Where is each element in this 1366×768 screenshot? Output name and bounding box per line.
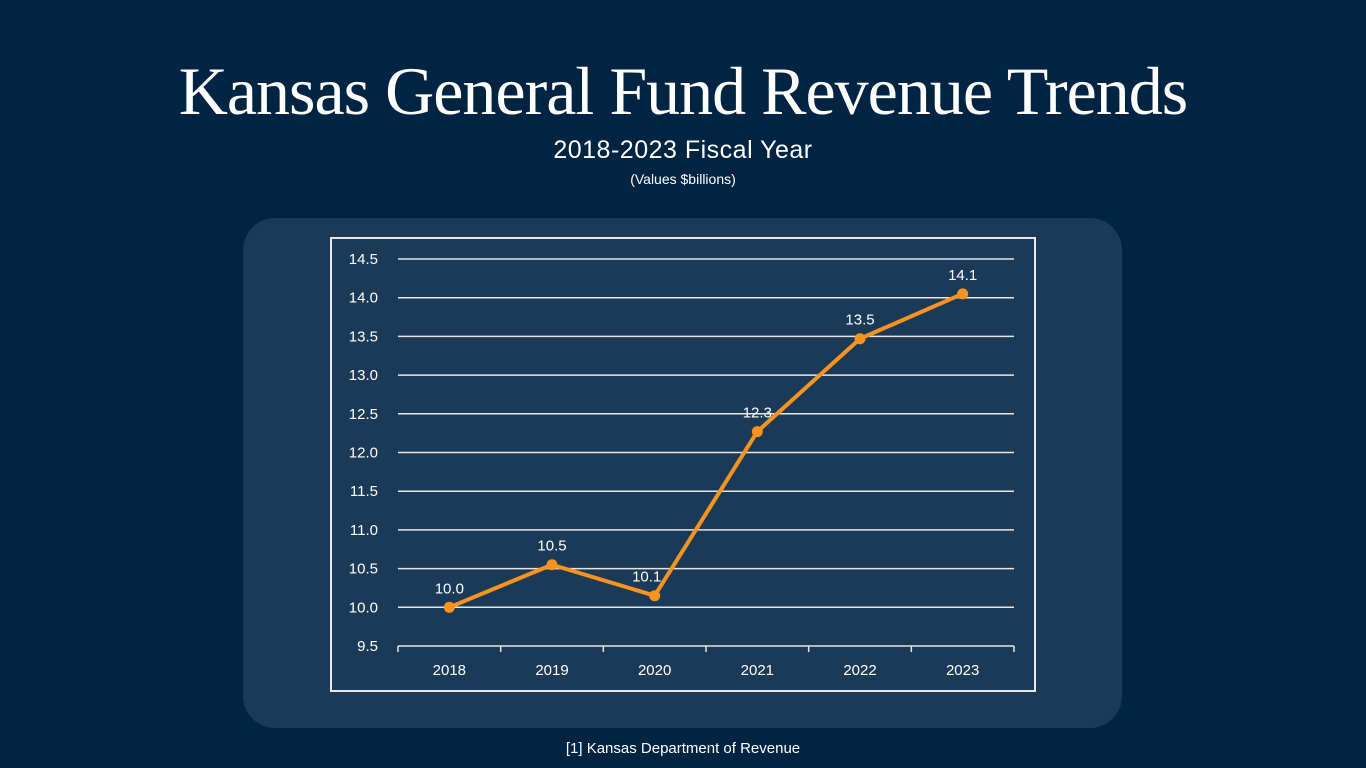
units-note: (Values $billions) xyxy=(630,171,736,187)
x-tick-label: 2022 xyxy=(843,662,876,679)
y-tick-label: 13.0 xyxy=(349,367,378,384)
y-tick-label: 11.0 xyxy=(350,522,378,539)
chart-panel xyxy=(243,218,1122,728)
y-tick-label: 12.5 xyxy=(349,406,378,423)
data-label: 10.1 xyxy=(632,569,661,586)
data-point xyxy=(854,333,866,345)
x-tick-label: 2023 xyxy=(946,662,979,679)
x-tick-label: 2021 xyxy=(741,662,774,679)
data-label: 13.5 xyxy=(845,312,874,329)
data-point xyxy=(546,559,558,571)
y-tick-label: 13.5 xyxy=(349,328,378,345)
series-line xyxy=(448,291,964,610)
data-point xyxy=(957,288,969,300)
data-point xyxy=(751,426,763,438)
data-point xyxy=(649,590,661,602)
y-tick-label: 14.0 xyxy=(349,290,378,307)
y-tick-label: 9.5 xyxy=(357,638,378,655)
source-citation: [1] Kansas Department of Revenue xyxy=(565,740,801,757)
data-label: 14.1 xyxy=(948,267,977,284)
y-tick-label: 10.5 xyxy=(349,561,378,578)
x-tick-label: 2018 xyxy=(433,662,466,679)
x-tick-label: 2020 xyxy=(638,662,671,679)
y-tick-label: 11.5 xyxy=(350,483,378,500)
data-point xyxy=(443,601,455,613)
data-label: 10.5 xyxy=(537,538,566,555)
x-tick-label: 2019 xyxy=(535,662,568,679)
page-title: Kansas General Fund Revenue Trends xyxy=(178,53,1189,129)
y-tick-label: 12.0 xyxy=(349,445,378,462)
chart-frame xyxy=(330,237,1036,692)
data-label: 10.0 xyxy=(435,580,464,597)
y-tick-label: 10.0 xyxy=(349,599,378,616)
page-subtitle: 2018-2023 Fiscal Year xyxy=(553,136,813,164)
y-tick-label: 14.5 xyxy=(349,251,378,268)
data-label: 12.3 xyxy=(743,405,772,422)
